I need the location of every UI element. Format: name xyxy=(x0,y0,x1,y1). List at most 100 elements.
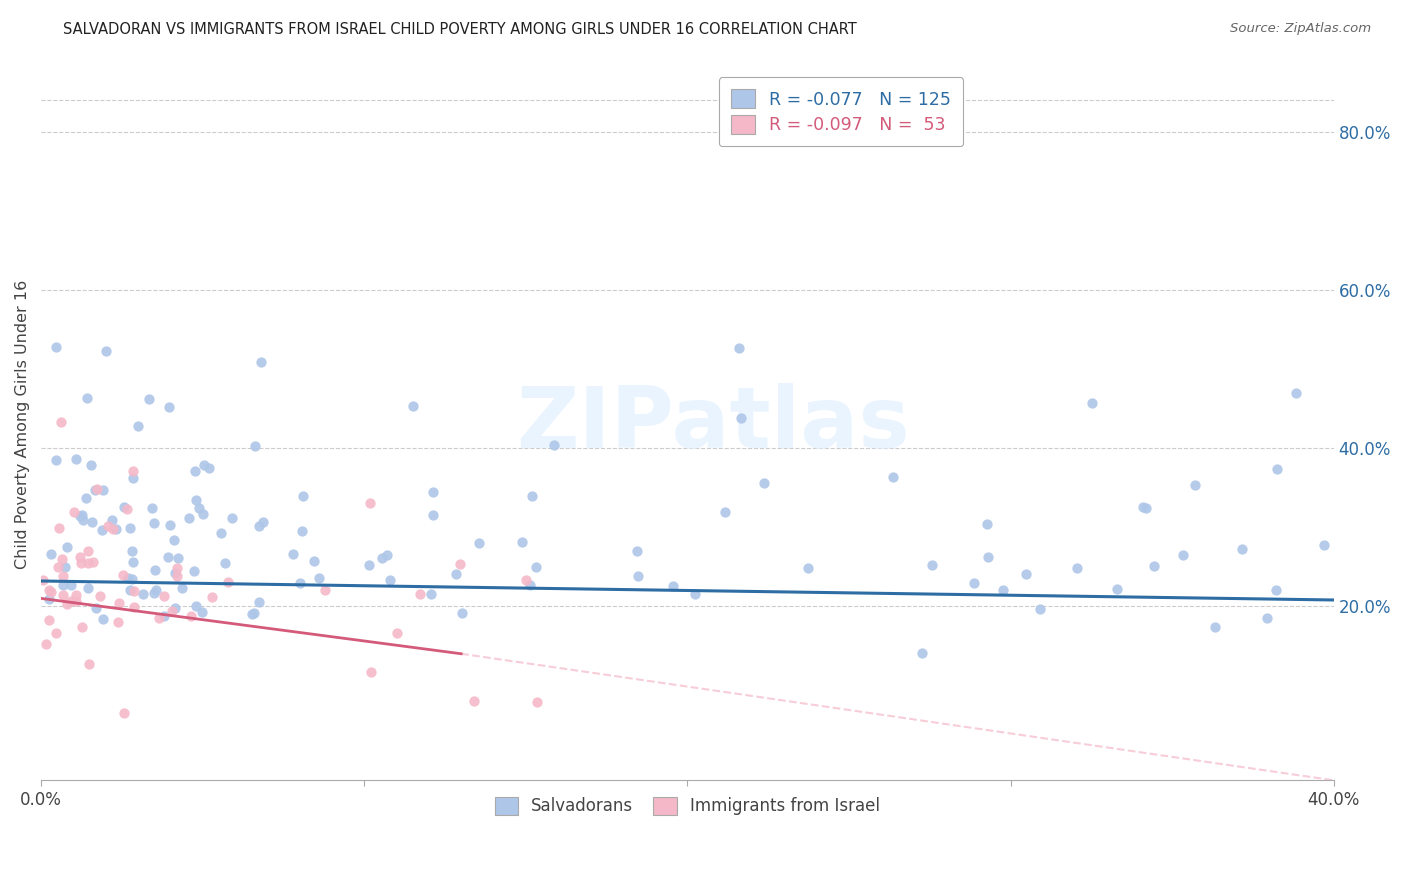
Point xyxy=(122,599,145,614)
Point xyxy=(120,521,142,535)
Point xyxy=(159,517,181,532)
Point xyxy=(56,597,79,611)
Point xyxy=(451,607,474,621)
Point xyxy=(179,511,201,525)
Point xyxy=(76,392,98,406)
Point xyxy=(193,458,215,472)
Point xyxy=(52,578,75,592)
Point xyxy=(160,605,183,619)
Point xyxy=(524,559,547,574)
Point xyxy=(191,605,214,619)
Point xyxy=(283,547,305,561)
Point xyxy=(62,505,84,519)
Point xyxy=(90,523,112,537)
Point xyxy=(730,411,752,425)
Point xyxy=(166,560,188,574)
Point xyxy=(1105,582,1128,597)
Text: Source: ZipAtlas.com: Source: ZipAtlas.com xyxy=(1230,22,1371,36)
Point xyxy=(80,458,103,472)
Point xyxy=(519,577,541,591)
Point xyxy=(360,665,382,680)
Point xyxy=(247,594,270,608)
Point xyxy=(180,608,202,623)
Point xyxy=(118,582,141,597)
Point xyxy=(131,587,153,601)
Point xyxy=(121,555,143,569)
Point xyxy=(38,591,60,606)
Point xyxy=(288,575,311,590)
Point xyxy=(543,438,565,452)
Point xyxy=(209,526,232,541)
Point xyxy=(375,548,398,562)
Point xyxy=(198,460,221,475)
Point xyxy=(963,576,986,591)
Point xyxy=(69,550,91,565)
Point xyxy=(121,544,143,558)
Point xyxy=(1135,501,1157,516)
Point xyxy=(911,646,934,660)
Point xyxy=(221,511,243,525)
Point xyxy=(70,508,93,523)
Point xyxy=(100,513,122,527)
Point xyxy=(166,551,188,566)
Point xyxy=(1313,538,1336,552)
Point xyxy=(72,513,94,527)
Point xyxy=(75,491,97,505)
Point xyxy=(45,453,67,467)
Point xyxy=(314,583,336,598)
Point xyxy=(143,585,166,599)
Point xyxy=(183,564,205,578)
Point xyxy=(69,556,91,570)
Point xyxy=(163,533,186,547)
Point xyxy=(45,626,67,640)
Point xyxy=(250,355,273,369)
Point xyxy=(76,556,98,570)
Point xyxy=(1028,601,1050,615)
Point xyxy=(122,583,145,598)
Point xyxy=(52,588,75,602)
Point xyxy=(1265,462,1288,476)
Point xyxy=(157,550,180,565)
Point xyxy=(51,552,73,566)
Point xyxy=(1081,396,1104,410)
Point xyxy=(420,587,443,601)
Point xyxy=(141,501,163,516)
Point xyxy=(89,589,111,603)
Point xyxy=(214,556,236,570)
Point xyxy=(69,509,91,524)
Point xyxy=(184,599,207,613)
Point xyxy=(422,508,444,522)
Point xyxy=(240,607,263,621)
Point xyxy=(359,496,381,510)
Point xyxy=(186,493,208,508)
Point xyxy=(1015,566,1038,581)
Point xyxy=(243,606,266,620)
Point xyxy=(38,583,60,598)
Point xyxy=(82,555,104,569)
Point xyxy=(402,399,425,413)
Point xyxy=(1173,548,1195,562)
Point xyxy=(77,657,100,671)
Point xyxy=(127,418,149,433)
Point xyxy=(515,573,537,587)
Point xyxy=(1285,386,1308,401)
Point xyxy=(1230,542,1253,557)
Point xyxy=(991,582,1014,597)
Point xyxy=(163,600,186,615)
Point xyxy=(1184,478,1206,492)
Point xyxy=(371,550,394,565)
Point xyxy=(714,505,737,519)
Point xyxy=(145,583,167,598)
Point xyxy=(252,515,274,529)
Point xyxy=(422,484,444,499)
Point xyxy=(111,568,134,582)
Point xyxy=(449,558,471,572)
Point xyxy=(121,572,143,586)
Point xyxy=(91,483,114,498)
Point xyxy=(1204,620,1226,634)
Point xyxy=(520,489,543,503)
Point xyxy=(142,516,165,530)
Text: ZIPatlas: ZIPatlas xyxy=(516,383,910,466)
Point xyxy=(1066,561,1088,575)
Point xyxy=(304,553,326,567)
